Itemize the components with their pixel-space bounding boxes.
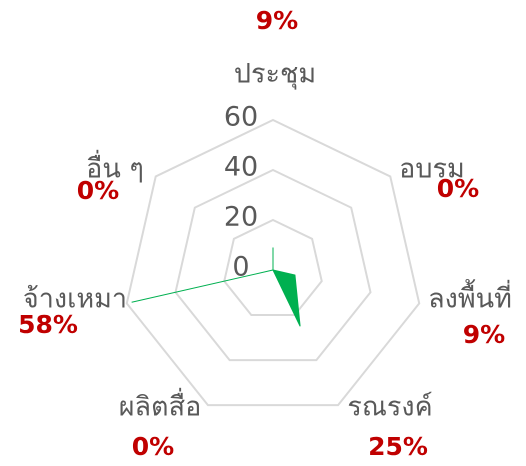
data-label: 0% xyxy=(77,176,119,205)
data-label: 9% xyxy=(463,320,505,349)
category-label: อบรม xyxy=(399,154,465,185)
y-tick-label: 20 xyxy=(224,202,258,233)
y-tick-label: 40 xyxy=(224,152,258,183)
y-tick-label: 60 xyxy=(224,102,258,133)
data-label: 9% xyxy=(256,6,298,35)
category-label: รณรงค์ xyxy=(347,391,432,423)
data-label: 25% xyxy=(368,432,428,461)
category-label: ผลิตสื่อ xyxy=(119,388,202,423)
grid-ring xyxy=(223,218,323,317)
grid-ring xyxy=(174,168,372,362)
category-label: ลงพื้นที่ xyxy=(428,279,512,315)
radar-area xyxy=(131,247,301,327)
data-label: 0% xyxy=(437,174,479,203)
category-label: จ้างเหมา xyxy=(23,284,127,315)
category-label: อื่น ๆ xyxy=(86,150,144,185)
grid-ring xyxy=(125,118,421,407)
data-label: 58% xyxy=(18,310,78,339)
data-label: 0% xyxy=(132,432,174,461)
y-tick-label: 0 xyxy=(232,252,249,283)
category-label: ประชุม xyxy=(234,59,316,91)
